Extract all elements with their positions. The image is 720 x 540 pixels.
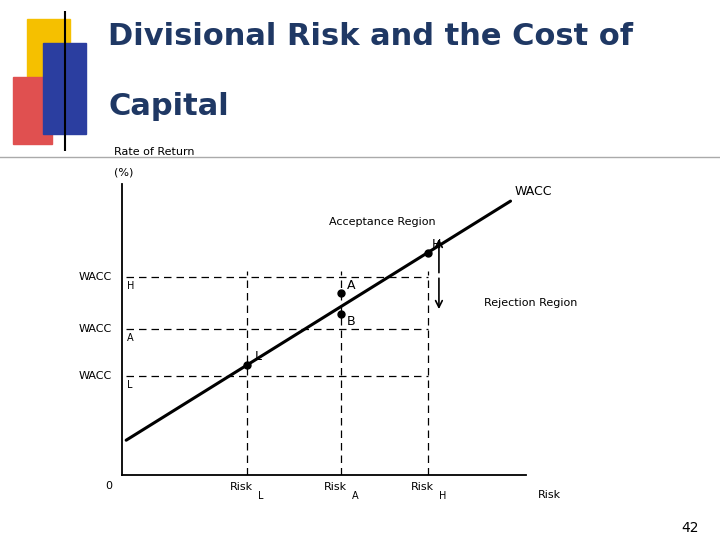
- Text: Rate of Return: Rate of Return: [114, 147, 195, 157]
- Text: Risk: Risk: [538, 490, 561, 500]
- Text: (%): (%): [114, 168, 134, 178]
- Text: A: A: [346, 279, 355, 292]
- Text: Acceptance Region: Acceptance Region: [329, 217, 436, 227]
- Text: L: L: [127, 380, 132, 390]
- Text: 0: 0: [105, 481, 112, 491]
- Text: Divisional Risk and the Cost of: Divisional Risk and the Cost of: [108, 22, 633, 51]
- Text: 42: 42: [681, 521, 698, 535]
- Text: Risk: Risk: [230, 483, 253, 492]
- Text: Risk: Risk: [324, 483, 347, 492]
- Bar: [27, 19, 70, 92]
- Text: B: B: [346, 315, 355, 328]
- Text: A: A: [352, 491, 359, 501]
- Text: WACC: WACC: [79, 325, 112, 334]
- Text: Risk: Risk: [410, 483, 433, 492]
- Bar: [13, 77, 52, 144]
- Text: H: H: [127, 281, 135, 291]
- Bar: [43, 43, 86, 134]
- Text: Capital: Capital: [108, 92, 229, 122]
- Text: L: L: [258, 491, 264, 501]
- Text: WACC: WACC: [79, 272, 112, 282]
- Text: H: H: [439, 491, 446, 501]
- Text: H: H: [432, 238, 441, 251]
- Text: WACC: WACC: [514, 185, 552, 198]
- Text: L: L: [254, 350, 261, 363]
- Text: A: A: [127, 333, 134, 343]
- Text: WACC: WACC: [79, 371, 112, 381]
- Text: Rejection Region: Rejection Region: [484, 298, 577, 308]
